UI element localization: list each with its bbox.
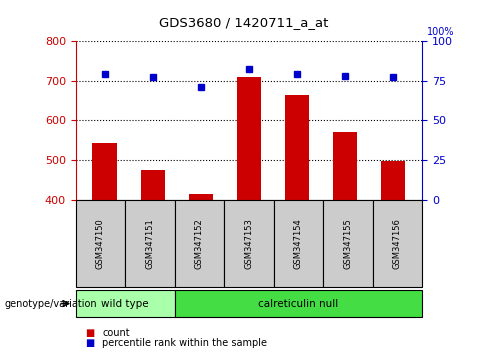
Text: ■: ■	[85, 328, 95, 338]
Text: wild type: wild type	[102, 298, 149, 309]
Text: ■: ■	[85, 338, 95, 348]
Text: count: count	[102, 328, 130, 338]
Text: calreticulin null: calreticulin null	[258, 298, 339, 309]
Text: 100%: 100%	[427, 27, 454, 37]
Text: GDS3680 / 1420711_a_at: GDS3680 / 1420711_a_at	[159, 16, 329, 29]
Text: GSM347155: GSM347155	[344, 218, 352, 269]
Bar	[237, 76, 261, 200]
Text: GSM347150: GSM347150	[96, 218, 105, 269]
Bar	[285, 95, 309, 200]
Text: GSM347151: GSM347151	[145, 218, 154, 269]
Text: percentile rank within the sample: percentile rank within the sample	[102, 338, 267, 348]
Bar	[381, 161, 405, 200]
Bar	[93, 143, 117, 200]
Text: GSM347154: GSM347154	[294, 218, 303, 269]
Bar	[189, 194, 213, 200]
Bar	[141, 170, 164, 200]
Bar	[333, 131, 357, 200]
Text: GSM347156: GSM347156	[393, 218, 402, 269]
Text: genotype/variation: genotype/variation	[5, 298, 98, 309]
Text: GSM347153: GSM347153	[244, 218, 253, 269]
Text: GSM347152: GSM347152	[195, 218, 204, 269]
